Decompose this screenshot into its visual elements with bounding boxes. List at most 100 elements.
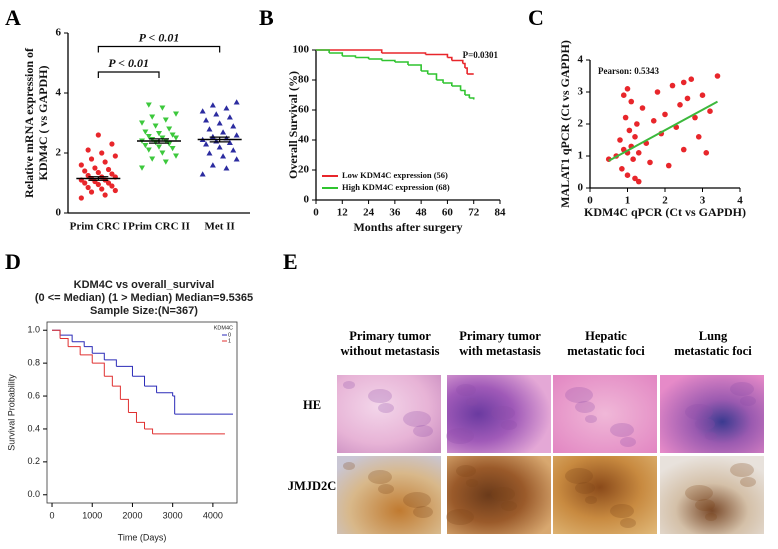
tissue-texture — [501, 501, 517, 511]
data-point — [209, 162, 216, 168]
data-point — [159, 135, 166, 141]
y-tick-label: 0.6 — [27, 390, 40, 400]
column-header: metastatic foci — [567, 344, 645, 358]
data-point — [216, 144, 223, 150]
x-tick-label: 0 — [313, 207, 319, 219]
column-header: Primary tumor — [459, 329, 541, 343]
panel-label: C — [528, 5, 544, 30]
survival-step — [92, 352, 105, 360]
data-point — [220, 153, 227, 159]
data-point — [209, 102, 216, 108]
data-point — [206, 126, 213, 132]
data-point — [156, 144, 162, 150]
tissue-texture — [466, 479, 478, 487]
data-point — [159, 105, 166, 111]
data-point — [714, 73, 721, 79]
tissue-texture — [565, 468, 593, 484]
data-point — [635, 178, 642, 185]
data-point — [156, 131, 162, 137]
data-point — [620, 92, 627, 98]
data-point — [619, 166, 625, 172]
data-point — [169, 146, 176, 152]
data-point — [88, 189, 95, 195]
data-point — [695, 134, 702, 140]
tissue-texture — [446, 509, 474, 525]
tissue-texture — [368, 389, 392, 403]
x-tick-label: 12 — [337, 207, 349, 219]
y-tick-label: 60 — [298, 104, 310, 116]
x-tick-label: 36 — [389, 207, 401, 219]
legend-label: 0 — [228, 332, 231, 338]
x-tick-label: Prim CRC I — [70, 221, 127, 233]
data-point — [226, 114, 233, 120]
x-tick-label: 24 — [363, 207, 375, 219]
survival-step — [136, 421, 146, 429]
tissue-texture — [730, 463, 754, 477]
y-axis-label: Survival Probability — [6, 374, 16, 451]
legend-title: KDM4C — [214, 325, 233, 331]
y-tick-label: 0 — [304, 194, 310, 206]
tissue-texture — [585, 415, 597, 423]
survival-step — [436, 79, 444, 83]
data-point — [166, 126, 173, 132]
chart-title: KDM4C vs overall_survival — [74, 279, 215, 291]
data-point — [109, 141, 115, 147]
y-tick-label: 40 — [298, 134, 310, 146]
survival-step — [421, 70, 429, 74]
data-point — [230, 147, 237, 153]
x-tick-label: 48 — [416, 207, 428, 219]
x-tick-label: Prim CRC II — [128, 221, 190, 233]
y-tick-label: 0.8 — [27, 358, 40, 368]
p-value: P=0.0301 — [463, 50, 499, 60]
y-axis-label: MALAT1 qPCR (Ct vs GAPDH) — [558, 40, 572, 208]
x-tick-label: 3000 — [163, 510, 183, 520]
y-tick-label: 2 — [56, 147, 62, 159]
data-point — [162, 117, 169, 123]
survival-step — [52, 329, 61, 336]
tissue-texture — [620, 437, 636, 447]
data-point — [78, 195, 84, 201]
micrograph — [447, 456, 551, 534]
tissue-texture — [413, 506, 433, 518]
data-point — [692, 114, 698, 121]
tissue-texture — [685, 485, 713, 501]
tissue-texture — [491, 487, 515, 501]
data-point — [109, 183, 115, 189]
correlation-label: Pearson: 0.5343 — [598, 66, 659, 76]
panel-b: 0 20 40 60 80 100 0 12 24 36 48 60 72 84 Overall Survi… — [286, 44, 506, 234]
tissue-texture — [446, 428, 474, 444]
data-point — [703, 150, 710, 156]
data-point — [109, 171, 115, 177]
survival-step — [462, 62, 466, 68]
data-point — [632, 134, 638, 140]
data-point — [139, 120, 145, 126]
micrograph — [660, 375, 764, 453]
error-bar — [209, 136, 230, 143]
survival-step — [342, 55, 357, 58]
data-point — [662, 111, 668, 118]
data-point — [105, 180, 112, 186]
x-tick-label: 2000 — [122, 510, 142, 520]
survival-step — [394, 61, 409, 65]
legend-label: High KDM4C expression (68) — [342, 182, 450, 192]
data-point — [139, 165, 145, 171]
survival-step — [60, 334, 73, 342]
tissue-texture — [610, 423, 634, 437]
error-bar — [149, 138, 169, 144]
x-tick-label: 0 — [587, 195, 593, 207]
survival-step — [355, 56, 370, 59]
data-point — [617, 137, 623, 143]
survival-step — [381, 52, 427, 55]
data-point — [203, 117, 210, 123]
x-tick-label: 4000 — [203, 510, 223, 520]
survival-step — [84, 346, 93, 354]
survival-step — [52, 329, 61, 339]
x-axis-label: Months after surgery — [353, 220, 462, 234]
survival-step — [329, 52, 344, 56]
significance-label: P < 0.01 — [139, 30, 180, 44]
data-point — [223, 165, 230, 171]
data-point — [102, 192, 108, 198]
y-tick-label: 0 — [578, 182, 584, 194]
data-point — [199, 171, 206, 177]
data-point — [630, 156, 636, 162]
